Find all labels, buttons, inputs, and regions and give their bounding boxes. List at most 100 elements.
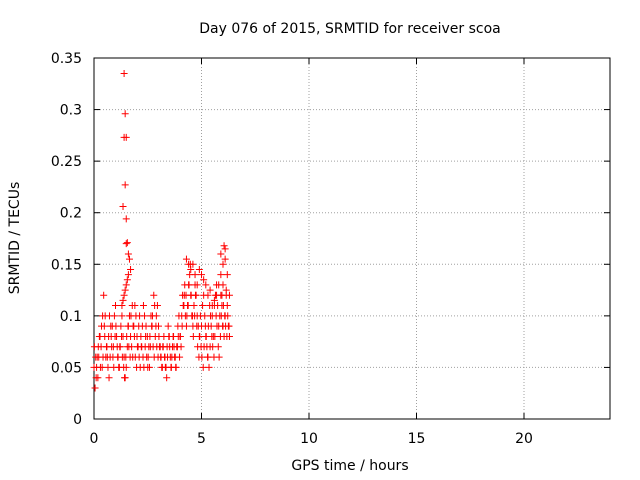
data-point: [225, 291, 233, 299]
plot-frame: [93, 57, 611, 420]
x-axis: 0 5 10 15 20: [90, 58, 533, 447]
y-tick-label: 0.2: [60, 206, 82, 222]
data-point: [185, 281, 193, 289]
data-point: [148, 312, 156, 320]
data-point: [199, 363, 207, 371]
data-point: [100, 322, 108, 330]
x-tick-label: 5: [197, 431, 206, 447]
data-point: [143, 332, 151, 340]
data-point: [127, 265, 135, 273]
data-point: [123, 332, 131, 340]
data-point: [144, 353, 152, 361]
y-tick-label: 0.15: [51, 257, 82, 273]
x-tick-label: 20: [515, 431, 533, 447]
data-point: [124, 271, 132, 279]
data-point: [125, 343, 133, 351]
y-axis-label: SRMTID / TECUs: [7, 182, 23, 295]
data-point: [120, 69, 128, 77]
data-point: [199, 302, 207, 310]
data-point: [176, 353, 184, 361]
data-point: [90, 343, 98, 351]
data-point: [152, 322, 160, 330]
data-point: [221, 245, 229, 253]
data-point: [193, 322, 201, 330]
data-point: [130, 332, 138, 340]
data-point: [96, 332, 104, 340]
grid-lines: [94, 58, 610, 419]
data-point: [116, 343, 124, 351]
data-point: [150, 291, 158, 299]
data-point: [122, 281, 130, 289]
data-point: [223, 271, 231, 279]
data-point: [137, 332, 145, 340]
data-point: [173, 343, 181, 351]
data-point: [136, 312, 144, 320]
data-point: [139, 302, 147, 310]
data-point: [135, 322, 143, 330]
data-point: [172, 363, 180, 371]
chart-title: Day 076 of 2015, SRMTID for receiver sco…: [199, 21, 501, 37]
data-point: [204, 291, 212, 299]
data-point: [214, 343, 222, 351]
data-point: [204, 353, 212, 361]
data-point: [100, 291, 108, 299]
data-point: [151, 302, 159, 310]
data-point: [198, 271, 205, 279]
data-point: [120, 363, 128, 371]
data-point: [222, 286, 230, 294]
data-point: [121, 181, 129, 189]
y-tick-label: 0.35: [51, 51, 82, 67]
data-point: [187, 265, 195, 273]
data-point: [206, 286, 214, 294]
data-point: [121, 110, 129, 118]
data-point: [182, 322, 190, 330]
data-point: [225, 322, 233, 330]
data-point: [127, 312, 135, 320]
data-point: [182, 255, 190, 263]
data-point: [159, 343, 167, 351]
data-point: [146, 343, 154, 351]
data-point: [118, 302, 126, 310]
data-point: [221, 255, 229, 263]
data-point: [195, 265, 203, 273]
data-point: [94, 374, 102, 382]
data-point: [215, 353, 223, 361]
data-point: [145, 363, 153, 371]
data-point: [91, 384, 99, 392]
data-point: [122, 240, 130, 248]
y-tick-label: 0.25: [51, 154, 82, 170]
data-point: [193, 281, 201, 289]
data-point: [131, 353, 139, 361]
data-point: [164, 322, 172, 330]
data-point: [208, 302, 216, 310]
data-point: [218, 291, 226, 299]
data-point: [119, 203, 127, 211]
y-axis: 0 0.05 0.1 0.15 0.2 0.25 0.3 0.35: [51, 51, 610, 428]
data-point: [191, 312, 199, 320]
data-point: [98, 363, 106, 371]
data-point: [155, 332, 163, 340]
data-point: [217, 271, 225, 279]
data-point: [189, 332, 197, 340]
data-point: [125, 255, 133, 263]
data-series-srmtid: [90, 69, 233, 392]
x-tick-label: 15: [408, 431, 426, 447]
y-tick-label: 0: [73, 412, 82, 428]
data-point: [216, 332, 224, 340]
data-point: [223, 332, 231, 340]
data-point: [118, 312, 126, 320]
x-tick-label: 10: [300, 431, 318, 447]
data-point: [105, 312, 113, 320]
data-point: [163, 374, 171, 382]
data-point: [122, 133, 130, 141]
data-point: [189, 260, 197, 268]
data-point: [121, 374, 129, 382]
data-point: [200, 276, 208, 284]
data-point: [123, 276, 131, 284]
data-point: [112, 302, 119, 310]
data-point: [217, 250, 225, 258]
data-point: [133, 363, 141, 371]
y-tick-label: 0.3: [60, 103, 82, 119]
data-point: [105, 374, 113, 382]
data-point: [120, 291, 128, 299]
